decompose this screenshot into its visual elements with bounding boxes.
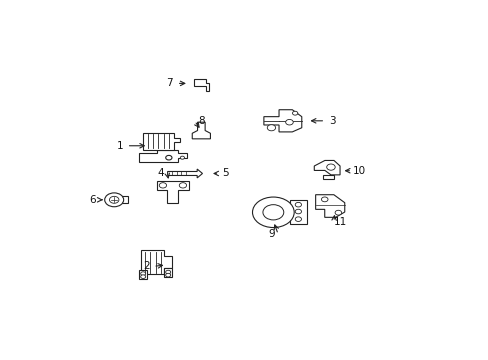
Polygon shape: [156, 181, 189, 203]
Polygon shape: [315, 195, 344, 217]
Circle shape: [109, 196, 119, 203]
Circle shape: [334, 210, 341, 215]
Circle shape: [165, 270, 170, 274]
Polygon shape: [163, 268, 172, 278]
Text: 11: 11: [333, 217, 346, 227]
Text: 1: 1: [116, 141, 123, 151]
Circle shape: [263, 205, 283, 220]
Polygon shape: [167, 169, 202, 178]
Circle shape: [141, 275, 145, 279]
Text: 10: 10: [352, 166, 365, 176]
Circle shape: [141, 272, 145, 275]
Polygon shape: [264, 110, 301, 132]
Circle shape: [267, 125, 275, 131]
Polygon shape: [141, 250, 172, 274]
Polygon shape: [138, 150, 186, 162]
Circle shape: [292, 111, 297, 115]
Circle shape: [252, 197, 294, 228]
Circle shape: [285, 120, 293, 125]
Polygon shape: [122, 196, 128, 203]
Polygon shape: [142, 133, 180, 150]
Polygon shape: [192, 122, 210, 139]
Text: 6: 6: [89, 195, 95, 205]
Text: 8: 8: [198, 116, 204, 126]
Polygon shape: [323, 175, 333, 179]
Text: 5: 5: [222, 168, 229, 179]
Polygon shape: [289, 200, 306, 225]
Polygon shape: [139, 270, 147, 279]
Text: 3: 3: [328, 116, 335, 126]
Text: 9: 9: [267, 229, 274, 239]
Circle shape: [165, 273, 170, 277]
Text: 7: 7: [166, 78, 173, 89]
Text: 4: 4: [157, 168, 163, 179]
Circle shape: [321, 197, 327, 202]
Text: 2: 2: [143, 261, 149, 271]
Circle shape: [295, 202, 301, 207]
Circle shape: [179, 183, 186, 188]
Polygon shape: [194, 79, 208, 91]
Circle shape: [104, 193, 123, 207]
Circle shape: [295, 217, 301, 221]
Circle shape: [165, 156, 172, 160]
Polygon shape: [314, 161, 339, 175]
Circle shape: [295, 209, 301, 214]
Circle shape: [180, 156, 184, 159]
Circle shape: [326, 164, 334, 170]
Circle shape: [159, 183, 166, 188]
